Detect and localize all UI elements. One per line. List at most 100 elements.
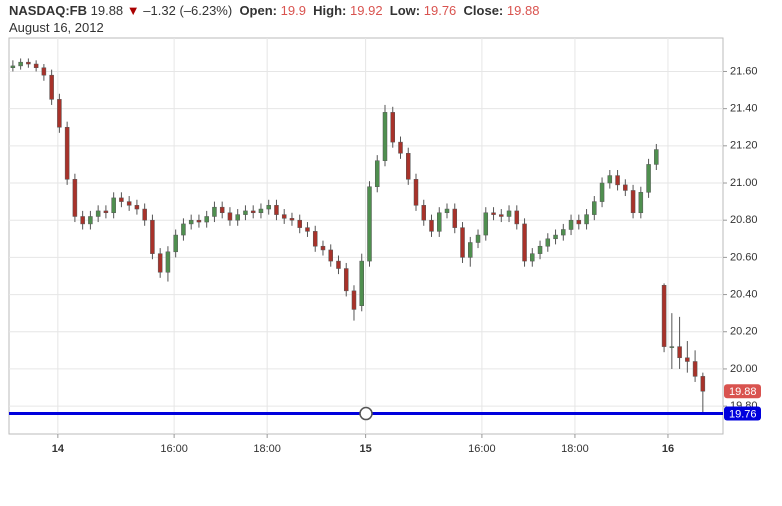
candle-body — [545, 238, 551, 247]
quote-header: NASDAQ:FB 19.88 ▼ –1.32 (–6.23%) Open: 1… — [9, 3, 539, 18]
candle-body — [243, 210, 248, 215]
candle-body — [483, 212, 489, 236]
candle-body — [297, 219, 302, 228]
candle-body — [204, 216, 209, 223]
candle-body — [33, 63, 39, 68]
open-label: Open: — [239, 3, 277, 18]
candle-body — [312, 231, 318, 247]
candle-body — [64, 126, 70, 180]
candle-body — [119, 197, 124, 202]
candle-body — [188, 219, 194, 225]
open-value: 19.9 — [280, 3, 306, 18]
candle-body — [359, 260, 364, 306]
candle-body — [491, 212, 496, 215]
date: August 16, 2012 — [9, 20, 104, 35]
candle-body — [196, 219, 202, 223]
candle-body — [142, 208, 147, 221]
candle-body — [26, 61, 31, 65]
price-label-box — [724, 384, 761, 399]
candle-body — [274, 205, 279, 215]
x-tick-label: 15 — [359, 443, 371, 455]
candle-body — [227, 212, 233, 221]
price-label: 19.76 — [729, 408, 757, 420]
candle-body — [406, 153, 411, 180]
candle-body — [530, 253, 535, 262]
candle-body — [630, 190, 636, 214]
candle-body — [134, 205, 140, 210]
candle-body — [266, 205, 271, 210]
candle-body — [181, 223, 186, 236]
candle-body — [250, 210, 256, 214]
candle-body — [413, 179, 419, 206]
candle-body — [398, 141, 403, 154]
y-tick-label: 20.40 — [730, 288, 758, 300]
candle-body — [289, 218, 295, 221]
candle-body — [88, 216, 93, 225]
candle-body — [351, 290, 357, 310]
candle-body — [460, 227, 465, 258]
candle-body — [80, 216, 85, 225]
candle-body — [599, 182, 605, 202]
candle-body — [336, 260, 341, 269]
x-tick-label: 14 — [52, 443, 65, 455]
candle-body — [41, 67, 47, 76]
candle-body — [18, 61, 23, 67]
candle-body — [173, 234, 178, 253]
line-handle — [359, 406, 373, 421]
y-tick-label: 20.80 — [730, 214, 758, 226]
close-label: Close: — [463, 3, 504, 18]
candle-body — [157, 253, 163, 273]
candle-body — [576, 219, 582, 225]
candle-body — [437, 212, 442, 232]
high-value: 19.92 — [350, 3, 383, 18]
last-price: 19.88 — [90, 3, 124, 18]
candle-body — [305, 227, 310, 232]
candle-body — [522, 223, 527, 262]
down-arrow: ▼ — [126, 3, 140, 18]
candle-body — [677, 346, 682, 359]
candle-body — [111, 197, 116, 214]
candle-body — [623, 184, 628, 191]
close-value: 19.88 — [506, 3, 540, 18]
x-tick-label: 16:00 — [160, 443, 188, 455]
candle-body — [150, 219, 155, 254]
high-label: High: — [313, 3, 347, 18]
candle-body — [126, 201, 132, 206]
y-tick-label: 20.20 — [730, 326, 758, 338]
y-tick-label: 21.60 — [730, 65, 758, 77]
candle-body — [258, 208, 264, 214]
candle-body — [103, 210, 109, 214]
y-tick-label: 21.40 — [730, 103, 758, 115]
price-label: 19.88 — [729, 386, 757, 398]
candle-body — [343, 268, 349, 292]
candle-body — [219, 206, 225, 214]
x-tick-label: 16:00 — [468, 443, 496, 455]
candle-body — [561, 229, 566, 236]
y-tick-label: 21.20 — [730, 140, 758, 152]
candle-body — [429, 219, 434, 232]
candle-body — [700, 376, 706, 392]
candle-body — [638, 192, 644, 214]
candle-body — [468, 242, 473, 258]
candle-body — [514, 210, 520, 225]
candle-body — [320, 245, 326, 251]
price-label-box — [724, 406, 761, 421]
candle-body — [421, 205, 427, 221]
x-tick-label: 16 — [662, 443, 674, 455]
candle-body — [661, 285, 667, 347]
candle-body — [553, 234, 558, 240]
y-tick-label: 20.00 — [730, 363, 758, 375]
candle-body — [615, 175, 620, 186]
x-tick-label: 18:00 — [253, 443, 281, 455]
candle-body — [57, 99, 62, 128]
candle-body — [390, 112, 395, 143]
candle-body — [382, 112, 388, 161]
candle-body — [212, 206, 217, 217]
candle-body — [444, 208, 450, 214]
candle-body — [95, 210, 101, 217]
y-tick-label: 21.00 — [730, 177, 758, 189]
candle-body — [685, 357, 690, 362]
low-label: Low: — [389, 3, 421, 18]
x-tick-label: 18:00 — [561, 443, 589, 455]
